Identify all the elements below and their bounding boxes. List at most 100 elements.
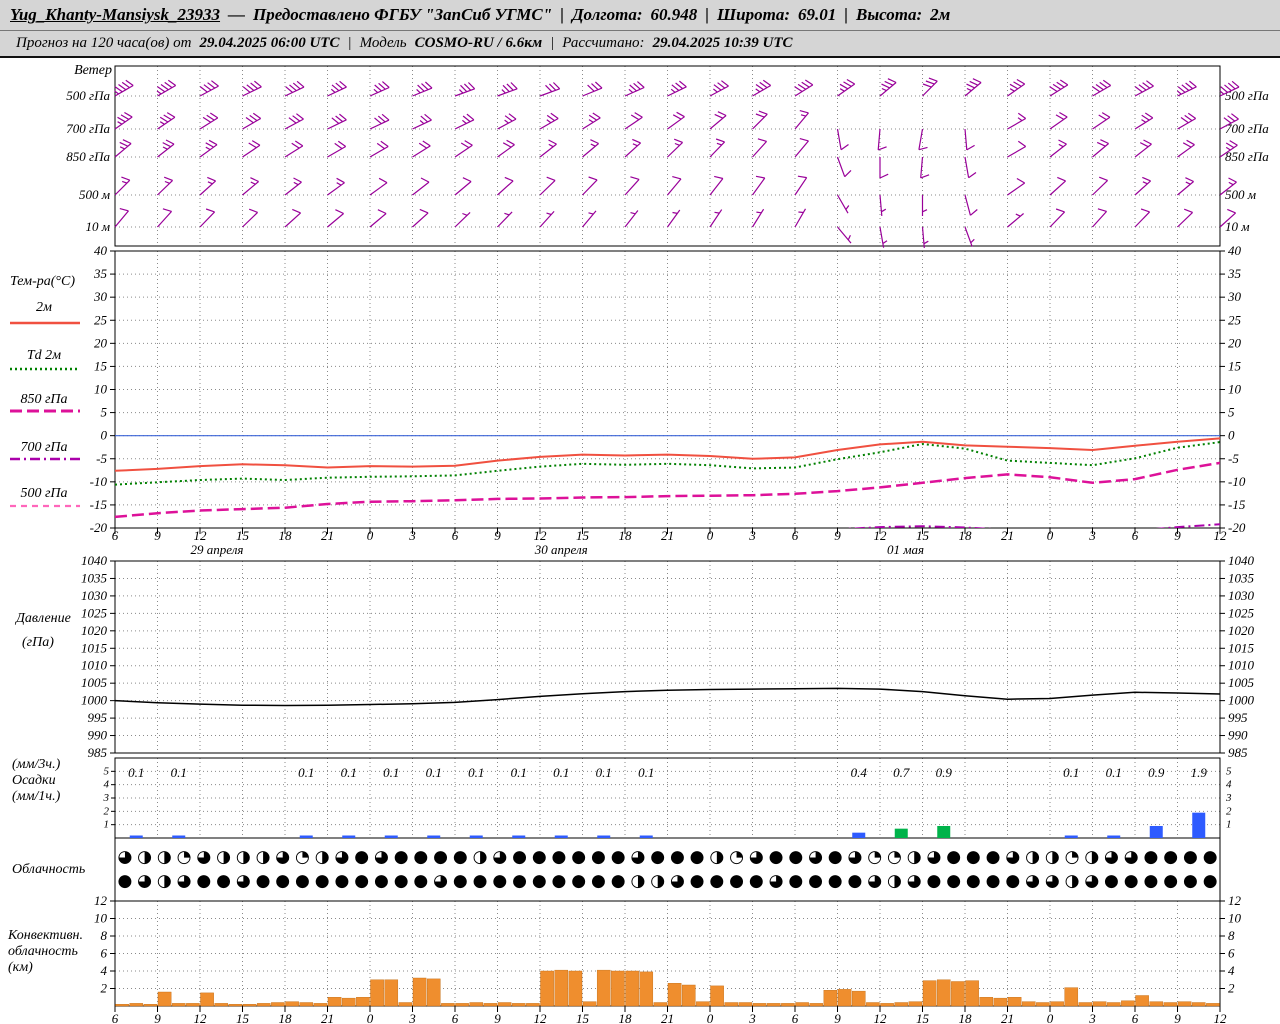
svg-text:◑: ◑ xyxy=(650,871,665,891)
svg-text:◑: ◑ xyxy=(630,871,645,891)
svg-text:0: 0 xyxy=(1228,428,1235,443)
svg-text:◔: ◔ xyxy=(887,847,902,867)
svg-text:500 гПа: 500 гПа xyxy=(1225,88,1269,103)
svg-text:1.9: 1.9 xyxy=(1191,765,1208,780)
svg-text:15: 15 xyxy=(576,1011,590,1024)
svg-text:◔: ◔ xyxy=(1065,847,1080,867)
svg-text:●: ● xyxy=(709,871,724,891)
svg-text:◑: ◑ xyxy=(256,847,271,867)
svg-text:6: 6 xyxy=(1228,946,1235,961)
svg-text:6: 6 xyxy=(452,528,459,543)
svg-text:15: 15 xyxy=(236,1011,250,1024)
calculated-time: 29.04.2025 10:39 UTC xyxy=(652,35,793,51)
svg-text:◑: ◑ xyxy=(1084,847,1099,867)
svg-text:3: 3 xyxy=(408,528,416,543)
svg-text:700 гПа: 700 гПа xyxy=(20,440,67,455)
svg-text:●: ● xyxy=(315,871,330,891)
svg-text:Td 2м: Td 2м xyxy=(27,348,61,363)
svg-text:12: 12 xyxy=(1214,528,1228,543)
svg-text:●: ● xyxy=(591,871,606,891)
svg-text:●: ● xyxy=(1163,847,1178,867)
svg-text:1000: 1000 xyxy=(81,693,108,708)
svg-text:●: ● xyxy=(611,871,626,891)
svg-text:●: ● xyxy=(788,847,803,867)
svg-text:0.1: 0.1 xyxy=(426,765,442,780)
svg-text:9: 9 xyxy=(154,1011,161,1024)
svg-text:-10: -10 xyxy=(90,474,108,489)
svg-text:-15: -15 xyxy=(1228,497,1246,512)
svg-text:2м: 2м xyxy=(36,300,52,315)
svg-text:1025: 1025 xyxy=(81,605,108,620)
svg-text:Осадки: Осадки xyxy=(12,773,56,788)
svg-text:990: 990 xyxy=(88,728,108,743)
svg-text:500 гПа: 500 гПа xyxy=(20,486,67,501)
svg-text:18: 18 xyxy=(959,1011,973,1024)
svg-text:●: ● xyxy=(334,871,349,891)
svg-text:●: ● xyxy=(1144,871,1159,891)
latitude-value: 69.01 xyxy=(798,5,837,24)
pipe-separator: | xyxy=(844,5,848,24)
svg-text:700 гПа: 700 гПа xyxy=(1225,121,1269,136)
svg-text:3: 3 xyxy=(408,1011,416,1024)
svg-text:●: ● xyxy=(354,871,369,891)
svg-text:850 гПа: 850 гПа xyxy=(20,392,67,407)
pipe-separator: | xyxy=(550,35,555,51)
height-label: Высота: xyxy=(856,5,923,24)
svg-text:9: 9 xyxy=(494,1011,501,1024)
svg-text:◕: ◕ xyxy=(492,847,507,867)
svg-text:◑: ◑ xyxy=(907,847,922,867)
svg-text:1005: 1005 xyxy=(81,675,108,690)
svg-text:●: ● xyxy=(1104,871,1119,891)
svg-text:-20: -20 xyxy=(1228,520,1246,535)
svg-text:0.1: 0.1 xyxy=(1106,765,1122,780)
pipe-separator: | xyxy=(347,35,352,51)
svg-text:◕: ◕ xyxy=(334,847,349,867)
svg-text:4: 4 xyxy=(101,963,108,978)
svg-text:40: 40 xyxy=(94,243,108,258)
svg-text:●: ● xyxy=(552,871,567,891)
svg-text:18: 18 xyxy=(279,528,293,543)
svg-text:Тем-ра(°C): Тем-ра(°C) xyxy=(10,274,75,289)
svg-text:◑: ◑ xyxy=(236,847,251,867)
longitude-label: Долгота: xyxy=(571,5,643,24)
svg-text:◕: ◕ xyxy=(907,871,922,891)
svg-text:985: 985 xyxy=(88,745,108,760)
svg-text:700 гПа: 700 гПа xyxy=(66,121,110,136)
precipitation-panel: 0.1 0.1 0.1 0.1 0.1 0.1 0.1 0.1 0.1 0.1 0.1 0.4 0.7 0… xyxy=(128,765,1207,838)
svg-text:●: ● xyxy=(275,871,290,891)
svg-text:12: 12 xyxy=(1228,893,1242,908)
svg-text:●: ● xyxy=(453,847,468,867)
svg-text:0.1: 0.1 xyxy=(341,765,357,780)
svg-text:-15: -15 xyxy=(90,497,108,512)
svg-text:(гПа): (гПа) xyxy=(22,635,54,650)
svg-text:0: 0 xyxy=(1047,1011,1054,1024)
svg-text:985: 985 xyxy=(1228,745,1248,760)
svg-text:(мм/3ч.): (мм/3ч.) xyxy=(12,757,61,772)
pipe-separator: | xyxy=(705,5,710,24)
svg-text:500 м: 500 м xyxy=(79,187,110,202)
svg-text:◔: ◔ xyxy=(867,847,882,867)
svg-text:15: 15 xyxy=(1228,358,1242,373)
svg-text:1040: 1040 xyxy=(81,553,108,568)
svg-text:◑: ◑ xyxy=(157,847,172,867)
svg-text:21: 21 xyxy=(321,1011,334,1024)
svg-text:◑: ◑ xyxy=(887,871,902,891)
svg-text:1: 1 xyxy=(104,819,110,831)
svg-text:◕: ◕ xyxy=(808,847,823,867)
svg-text:850 гПа: 850 гПа xyxy=(66,149,110,164)
svg-text:6: 6 xyxy=(112,528,119,543)
svg-text:9: 9 xyxy=(154,528,161,543)
temperature-panel xyxy=(115,435,1220,528)
svg-text:◕: ◕ xyxy=(196,847,211,867)
svg-text:●: ● xyxy=(591,847,606,867)
svg-text:●: ● xyxy=(394,847,409,867)
svg-text:●: ● xyxy=(966,847,981,867)
svg-text:21: 21 xyxy=(661,528,674,543)
svg-text:●: ● xyxy=(492,871,507,891)
svg-text:●: ● xyxy=(729,871,744,891)
svg-text:3: 3 xyxy=(1088,528,1096,543)
svg-text:●: ● xyxy=(532,871,547,891)
svg-text:4: 4 xyxy=(1226,779,1232,791)
svg-text:4: 4 xyxy=(104,779,110,791)
